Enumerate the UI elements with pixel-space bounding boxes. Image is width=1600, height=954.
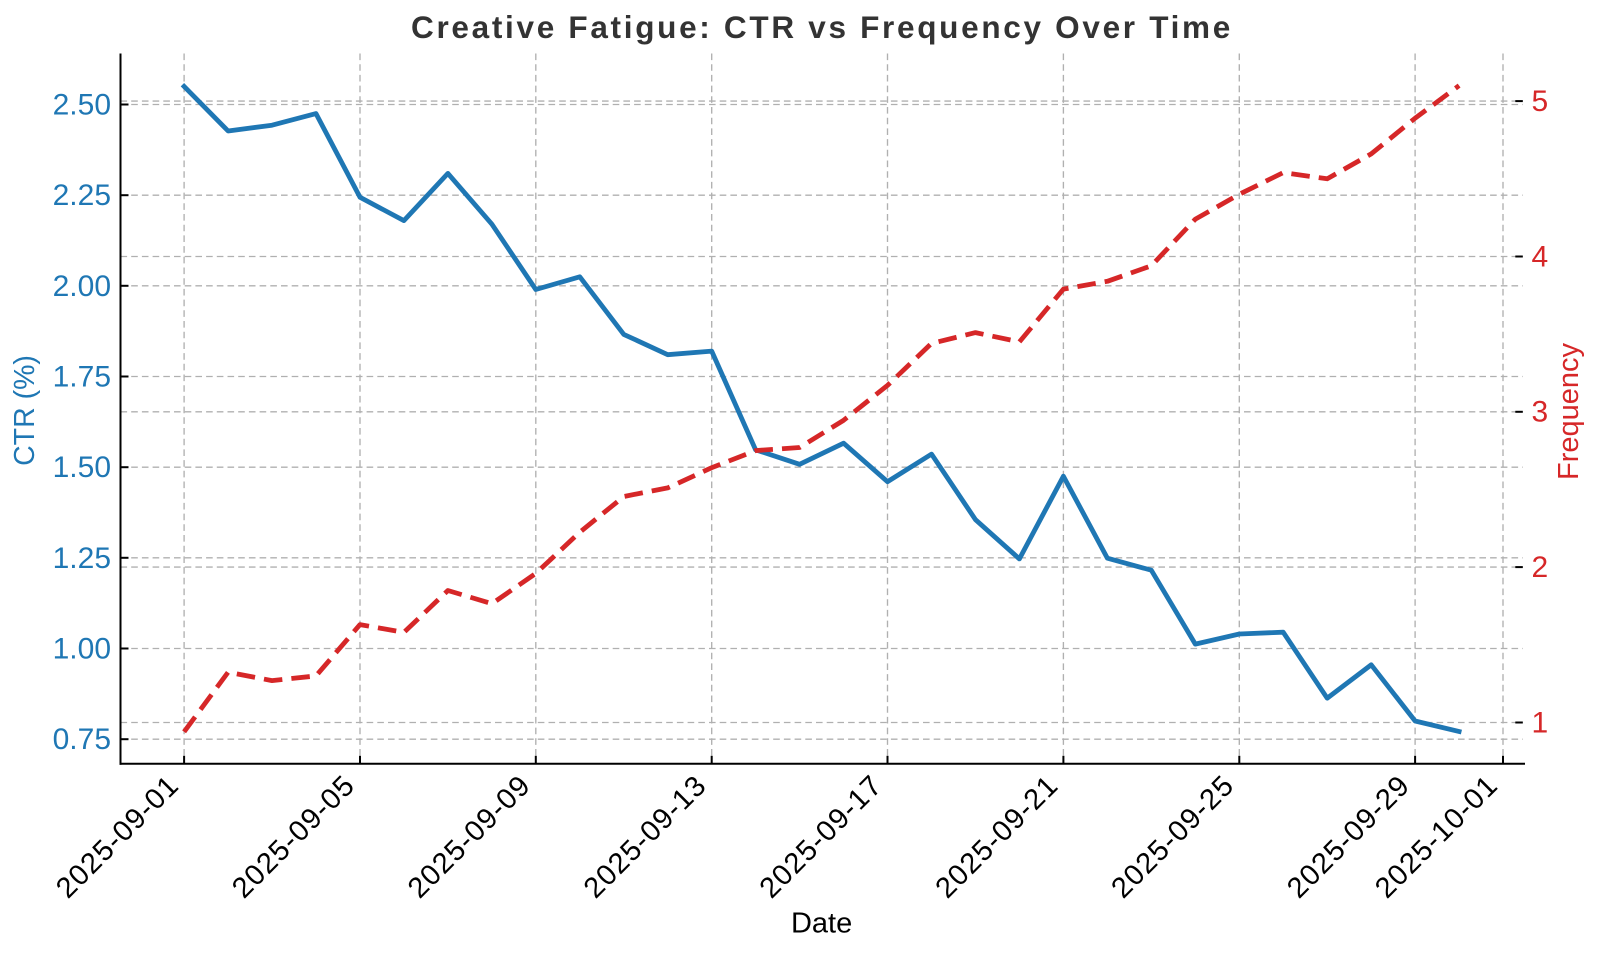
svg-text:Frequency: Frequency	[1553, 342, 1585, 480]
svg-text:1.00: 1.00	[53, 633, 111, 666]
svg-text:CTR (%): CTR (%)	[9, 355, 41, 466]
svg-text:3: 3	[1532, 396, 1549, 429]
svg-text:2.50: 2.50	[53, 89, 111, 122]
svg-text:Date: Date	[791, 907, 852, 939]
svg-text:1: 1	[1532, 706, 1549, 739]
svg-text:4: 4	[1532, 240, 1549, 273]
svg-text:0.75: 0.75	[53, 723, 111, 756]
svg-text:1.75: 1.75	[53, 361, 111, 394]
svg-text:2: 2	[1532, 551, 1549, 584]
svg-text:Creative Fatigue: CTR vs Frequ: Creative Fatigue: CTR vs Frequency Over …	[411, 9, 1233, 45]
svg-text:1.25: 1.25	[53, 542, 111, 575]
svg-text:2.25: 2.25	[53, 179, 111, 212]
svg-text:5: 5	[1532, 85, 1549, 118]
svg-text:2.00: 2.00	[53, 270, 111, 303]
svg-text:1.50: 1.50	[53, 451, 111, 484]
